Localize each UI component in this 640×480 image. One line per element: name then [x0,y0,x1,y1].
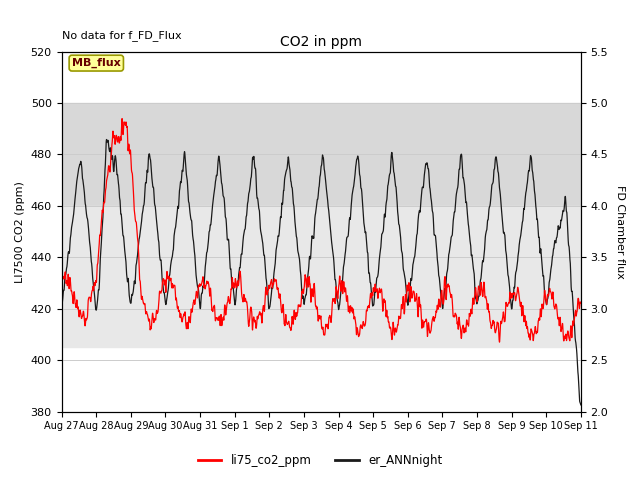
Legend: li75_co2_ppm, er_ANNnight: li75_co2_ppm, er_ANNnight [193,449,447,472]
Y-axis label: FD Chamber flux: FD Chamber flux [615,185,625,278]
Y-axis label: LI7500 CO2 (ppm): LI7500 CO2 (ppm) [15,180,25,283]
Bar [61,103,581,206]
Text: No data for f_FD_Flux: No data for f_FD_Flux [61,30,181,41]
Bar [61,206,581,348]
Title: CO2 in ppm: CO2 in ppm [280,35,362,49]
Text: MB_flux: MB_flux [72,58,121,68]
